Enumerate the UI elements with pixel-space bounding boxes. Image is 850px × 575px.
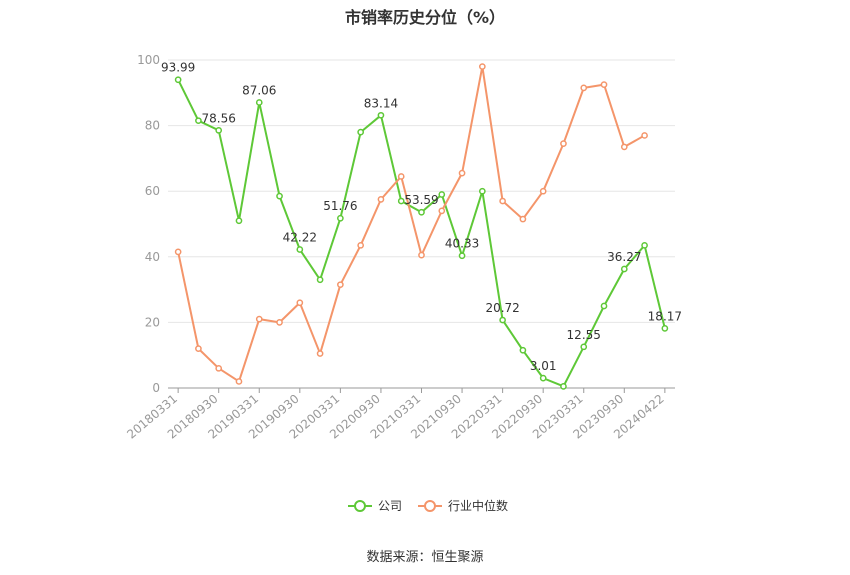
y-tick-label: 40 <box>145 250 160 264</box>
data-point[interactable] <box>560 383 567 390</box>
data-point[interactable] <box>316 350 324 357</box>
data-label: 12.55 <box>567 328 601 342</box>
series-layer <box>174 63 669 390</box>
data-point[interactable] <box>478 187 486 195</box>
data-labels: 93.99 78.56 87.06 42.22 51.76 83.14 53.59 40.33… <box>161 61 682 373</box>
data-label: 87.06 <box>242 83 276 97</box>
data-point[interactable] <box>276 192 283 200</box>
legend-label: 公司 <box>378 499 402 513</box>
legend-item-company[interactable]: 公司 <box>348 499 402 513</box>
series-industry-median <box>174 63 648 385</box>
data-point[interactable] <box>195 117 202 125</box>
data-point[interactable] <box>458 252 466 260</box>
data-point[interactable] <box>499 197 506 205</box>
y-tick-label: 60 <box>145 184 160 198</box>
data-point[interactable] <box>174 248 182 256</box>
data-label: 20.72 <box>485 301 519 315</box>
data-point[interactable] <box>255 99 263 106</box>
data-label: 93.99 <box>161 61 195 75</box>
data-point[interactable] <box>539 374 547 382</box>
y-tick-label: 80 <box>145 119 160 133</box>
data-source: 数据来源：恒生聚源 <box>366 550 484 565</box>
data-point[interactable] <box>316 276 324 284</box>
data-point[interactable] <box>357 128 365 136</box>
legend-marker <box>424 500 436 512</box>
data-point[interactable] <box>215 364 223 372</box>
data-point[interactable] <box>580 343 588 351</box>
data-point[interactable] <box>397 173 405 180</box>
data-point[interactable] <box>560 140 567 147</box>
data-point[interactable] <box>377 196 385 203</box>
legend-label: 行业中位数 <box>448 498 508 513</box>
data-label: 3.01 <box>530 359 557 373</box>
data-label: 51.76 <box>323 199 357 213</box>
data-point[interactable] <box>418 251 425 259</box>
data-point[interactable] <box>377 111 385 119</box>
data-label: 18.17 <box>648 309 682 323</box>
data-point[interactable] <box>519 346 527 354</box>
y-tick-label: 0 <box>152 381 160 395</box>
data-point[interactable] <box>641 132 648 139</box>
data-label: 83.14 <box>364 96 398 110</box>
data-point[interactable] <box>620 265 628 273</box>
data-point[interactable] <box>620 143 628 151</box>
data-point[interactable] <box>174 76 182 84</box>
data-point[interactable] <box>195 345 202 352</box>
data-point[interactable] <box>600 302 608 310</box>
legend-item-industry-median[interactable]: 行业中位数 <box>418 498 508 513</box>
data-point[interactable] <box>296 246 304 253</box>
data-point[interactable] <box>539 187 547 195</box>
data-point[interactable] <box>357 241 365 249</box>
data-point[interactable] <box>397 197 405 205</box>
data-point[interactable] <box>519 215 527 223</box>
y-tick-label: 20 <box>145 315 160 329</box>
data-point[interactable] <box>438 207 446 215</box>
data-point[interactable] <box>458 169 466 177</box>
data-point[interactable] <box>478 63 486 70</box>
data-point[interactable] <box>276 319 283 326</box>
data-point[interactable] <box>255 315 263 323</box>
data-point[interactable] <box>337 214 344 222</box>
data-point[interactable] <box>438 191 446 198</box>
data-label: 53.59 <box>404 193 438 207</box>
data-point[interactable] <box>580 84 588 92</box>
chart-title: 市销率历史分位（%） <box>344 8 506 27</box>
data-label: 78.56 <box>202 111 236 125</box>
series-line <box>177 65 646 383</box>
data-label: 36.27 <box>607 250 641 264</box>
data-label: 40.33 <box>445 237 479 251</box>
data-point[interactable] <box>235 378 243 385</box>
data-point[interactable] <box>499 316 506 324</box>
legend[interactable]: 公司 行业中位数 <box>348 498 508 513</box>
data-point[interactable] <box>235 217 243 225</box>
legend-marker <box>354 500 366 512</box>
data-point[interactable] <box>600 81 608 88</box>
data-point[interactable] <box>215 126 223 134</box>
data-label: 42.22 <box>283 231 317 245</box>
data-point[interactable] <box>337 281 344 289</box>
data-point[interactable] <box>641 241 648 249</box>
data-point[interactable] <box>296 299 304 307</box>
data-point[interactable] <box>418 208 425 216</box>
data-point[interactable] <box>661 325 669 332</box>
y-tick-label: 100 <box>137 53 160 67</box>
series-company <box>174 76 669 390</box>
